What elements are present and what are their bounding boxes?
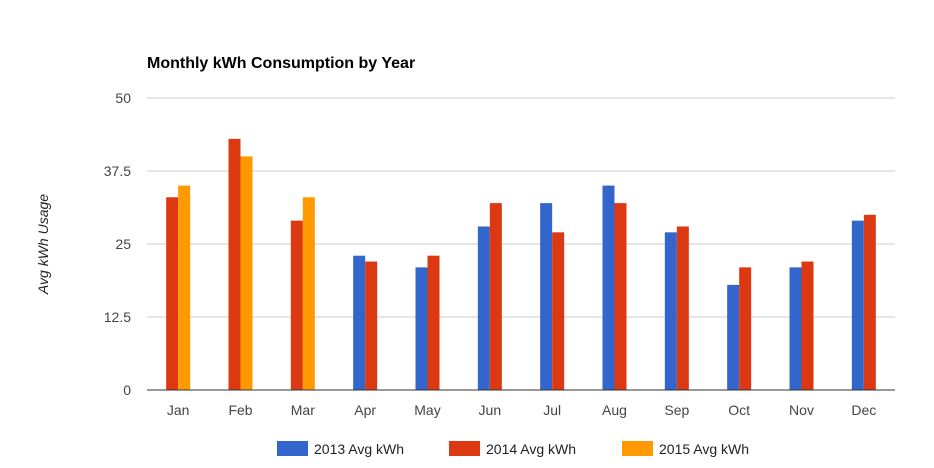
bar-mar-series-2: [290, 220, 303, 390]
bar-apr-series-1: [353, 255, 366, 390]
x-tick-label: Sep: [664, 402, 689, 418]
bar-jan-series-3: [178, 185, 191, 390]
bars: [166, 138, 876, 390]
chart-title: Monthly kWh Consumption by Year: [147, 55, 415, 72]
x-tick-label: Feb: [228, 402, 252, 418]
bar-feb-series-2: [228, 138, 241, 390]
y-tick-label: 50: [115, 90, 131, 106]
x-tick-label: Jun: [479, 402, 502, 418]
x-tick-label: Aug: [602, 402, 627, 418]
bar-nov-series-2: [801, 261, 814, 390]
bar-dec-series-2: [863, 214, 876, 390]
x-tick-label: Apr: [354, 402, 376, 418]
legend-swatch-series-3: [622, 441, 653, 456]
bar-jul-series-2: [552, 232, 565, 390]
bar-dec-series-1: [851, 220, 864, 390]
y-tick-label: 25: [115, 236, 131, 252]
x-tick-label: Nov: [789, 402, 814, 418]
y-tick-label: 37.5: [104, 163, 131, 179]
bar-may-series-2: [427, 255, 440, 390]
x-tick-label: Oct: [728, 402, 750, 418]
y-tick-label: 0: [123, 382, 131, 398]
y-tick-label: 12.5: [104, 309, 131, 325]
legend-label: 2015 Avg kWh: [659, 441, 749, 457]
x-axis-ticks: Jan Feb Mar Apr May Jun Jul Aug Sep Oct Nov Dec: [167, 402, 876, 418]
bar-aug-series-1: [602, 185, 615, 390]
bar-jan-series-2: [166, 197, 179, 390]
bar-may-series-1: [415, 267, 428, 390]
gridlines: [147, 97, 895, 318]
x-tick-label: May: [414, 402, 440, 418]
legend-label: 2013 Avg kWh: [314, 441, 404, 457]
bar-aug-series-2: [614, 203, 627, 390]
bar-jul-series-1: [540, 203, 553, 390]
bar-jun-series-1: [477, 226, 490, 390]
legend-swatch-series-2: [449, 441, 480, 456]
x-tick-label: Dec: [851, 402, 876, 418]
bar-sep-series-2: [676, 226, 689, 390]
bar-sep-series-1: [664, 232, 677, 390]
x-tick-label: Jul: [543, 402, 561, 418]
bar-feb-series-3: [240, 156, 253, 390]
legend: 2013 Avg kWh 2014 Avg kWh 2015 Avg kWh: [277, 441, 749, 457]
bar-oct-series-2: [739, 267, 752, 390]
legend-swatch-series-1: [277, 441, 308, 456]
bar-apr-series-2: [365, 261, 378, 390]
bar-nov-series-1: [789, 267, 802, 390]
bar-oct-series-1: [727, 284, 740, 390]
x-tick-label: Jan: [167, 402, 190, 418]
y-axis-label: Avg kWh Usage: [35, 194, 51, 295]
bar-jun-series-2: [489, 203, 502, 390]
bar-mar-series-3: [302, 197, 315, 390]
x-tick-label: Mar: [291, 402, 315, 418]
y-axis-ticks: 0 12.5 25 37.5 50: [104, 90, 131, 398]
legend-label: 2014 Avg kWh: [486, 441, 576, 457]
